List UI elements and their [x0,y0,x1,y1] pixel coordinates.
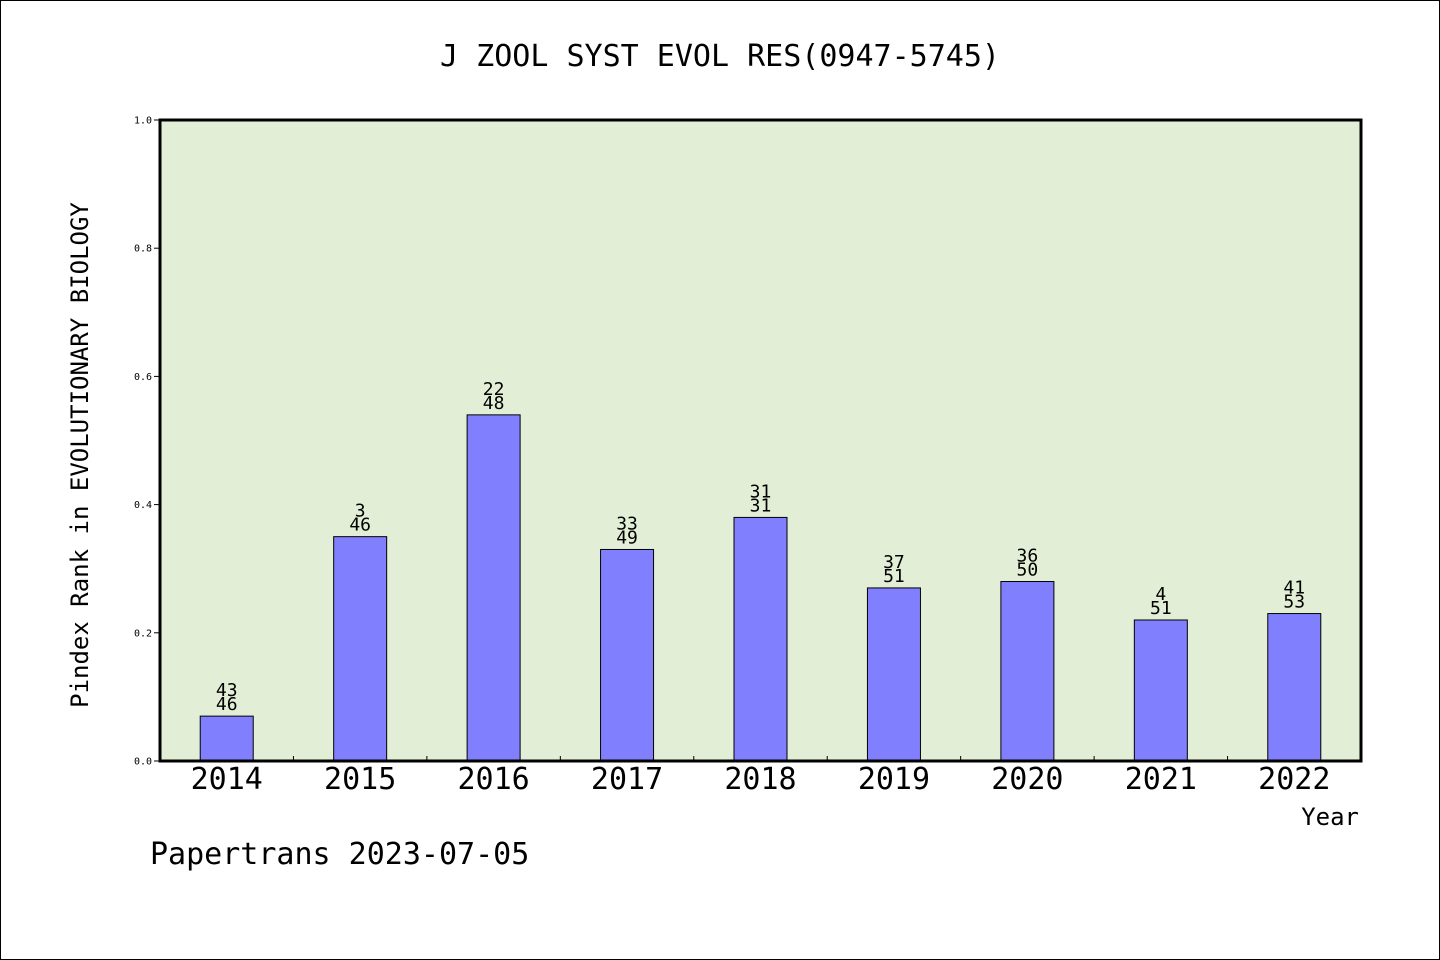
y-tick-label: 0.4 [134,500,152,511]
bar-label-top: 37 [883,552,905,573]
bar-label-top: 3 [355,501,366,522]
x-tick-label: 2018 [724,762,796,797]
bar-label-bottom: 31 [750,495,772,516]
bar-label-top: 43 [216,680,238,701]
y-tick-label: 0.2 [134,628,152,639]
bar-label-bottom: 53 [1283,592,1305,613]
bar-label-top: 22 [483,379,505,400]
footer-credit: Papertrans 2023-07-05 [150,837,529,872]
bar-label-top: 4 [1155,584,1166,605]
bar-2018 [733,516,788,762]
bar-label-bottom: 50 [1017,560,1039,581]
bar-2020 [1000,581,1055,762]
y-tick-label: 0.6 [134,372,152,383]
bar-2016 [466,414,521,762]
y-tick-label: 0.8 [134,244,152,255]
bar-label-bottom: 46 [216,694,238,715]
bar-label-bottom: 48 [483,393,505,414]
bar-label-top: 36 [1017,546,1039,567]
bars [199,414,1322,762]
x-tick-label: 2019 [858,762,930,797]
x-tick-label: 2015 [324,762,396,797]
x-tick-label: 2016 [457,762,529,797]
y-tick-label: 0.0 [134,757,152,768]
x-axis-label: Year [1301,803,1359,831]
bar-label-bottom: 51 [883,566,905,587]
x-tick-label: 2017 [591,762,663,797]
y-axis-label: Pindex Rank in EVOLUTIONARY BIOLOGY [66,202,94,708]
bar-2014 [199,715,254,762]
x-tick-label: 2022 [1258,762,1330,797]
bar-label-bottom: 46 [349,515,371,536]
bar-label-top: 41 [1283,578,1305,599]
bar-label-bottom: 51 [1150,598,1172,619]
x-tick-label: 2020 [991,762,1063,797]
x-axis: 2014 2015 2016 2017 2018 2019 2020 2021 2022 [191,756,1330,797]
bar-label-top: 31 [750,481,772,502]
x-tick-label: 2014 [191,762,263,797]
bar-label-top: 33 [616,513,638,534]
y-tick-label: 1.0 [134,116,152,127]
bar-2019 [866,587,921,762]
bar-2017 [600,548,655,762]
y-axis: 0.0 0.2 0.4 0.6 0.8 1.0 [134,116,160,768]
bar-2015 [333,536,388,762]
plot-border [158,118,1363,763]
chart-title: J ZOOL SYST EVOL RES(0947-5745) [440,39,1000,74]
bar-label-bottom: 49 [616,527,638,548]
bar-2022 [1267,613,1322,762]
bar-2021 [1133,619,1188,762]
x-tick-label: 2021 [1125,762,1197,797]
